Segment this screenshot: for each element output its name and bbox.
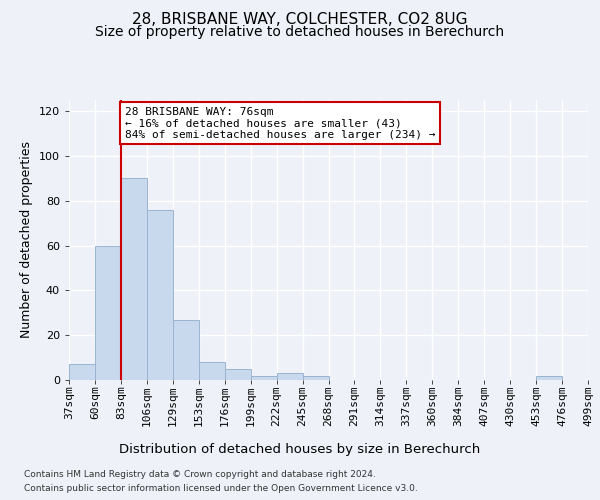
Text: 28, BRISBANE WAY, COLCHESTER, CO2 8UG: 28, BRISBANE WAY, COLCHESTER, CO2 8UG: [132, 12, 468, 28]
Bar: [536, 376, 562, 380]
Y-axis label: Number of detached properties: Number of detached properties: [20, 142, 33, 338]
Bar: [225, 369, 251, 380]
Text: Contains HM Land Registry data © Crown copyright and database right 2024.: Contains HM Land Registry data © Crown c…: [24, 470, 376, 479]
Bar: [251, 376, 277, 380]
Bar: [302, 376, 329, 380]
Bar: [121, 178, 147, 380]
Bar: [199, 362, 224, 380]
Bar: [69, 364, 95, 380]
Bar: [173, 320, 199, 380]
Bar: [277, 374, 302, 380]
Text: 28 BRISBANE WAY: 76sqm
← 16% of detached houses are smaller (43)
84% of semi-det: 28 BRISBANE WAY: 76sqm ← 16% of detached…: [125, 106, 435, 140]
Bar: [147, 210, 173, 380]
Text: Size of property relative to detached houses in Berechurch: Size of property relative to detached ho…: [95, 25, 505, 39]
Bar: [95, 246, 121, 380]
Text: Contains public sector information licensed under the Open Government Licence v3: Contains public sector information licen…: [24, 484, 418, 493]
Text: Distribution of detached houses by size in Berechurch: Distribution of detached houses by size …: [119, 442, 481, 456]
